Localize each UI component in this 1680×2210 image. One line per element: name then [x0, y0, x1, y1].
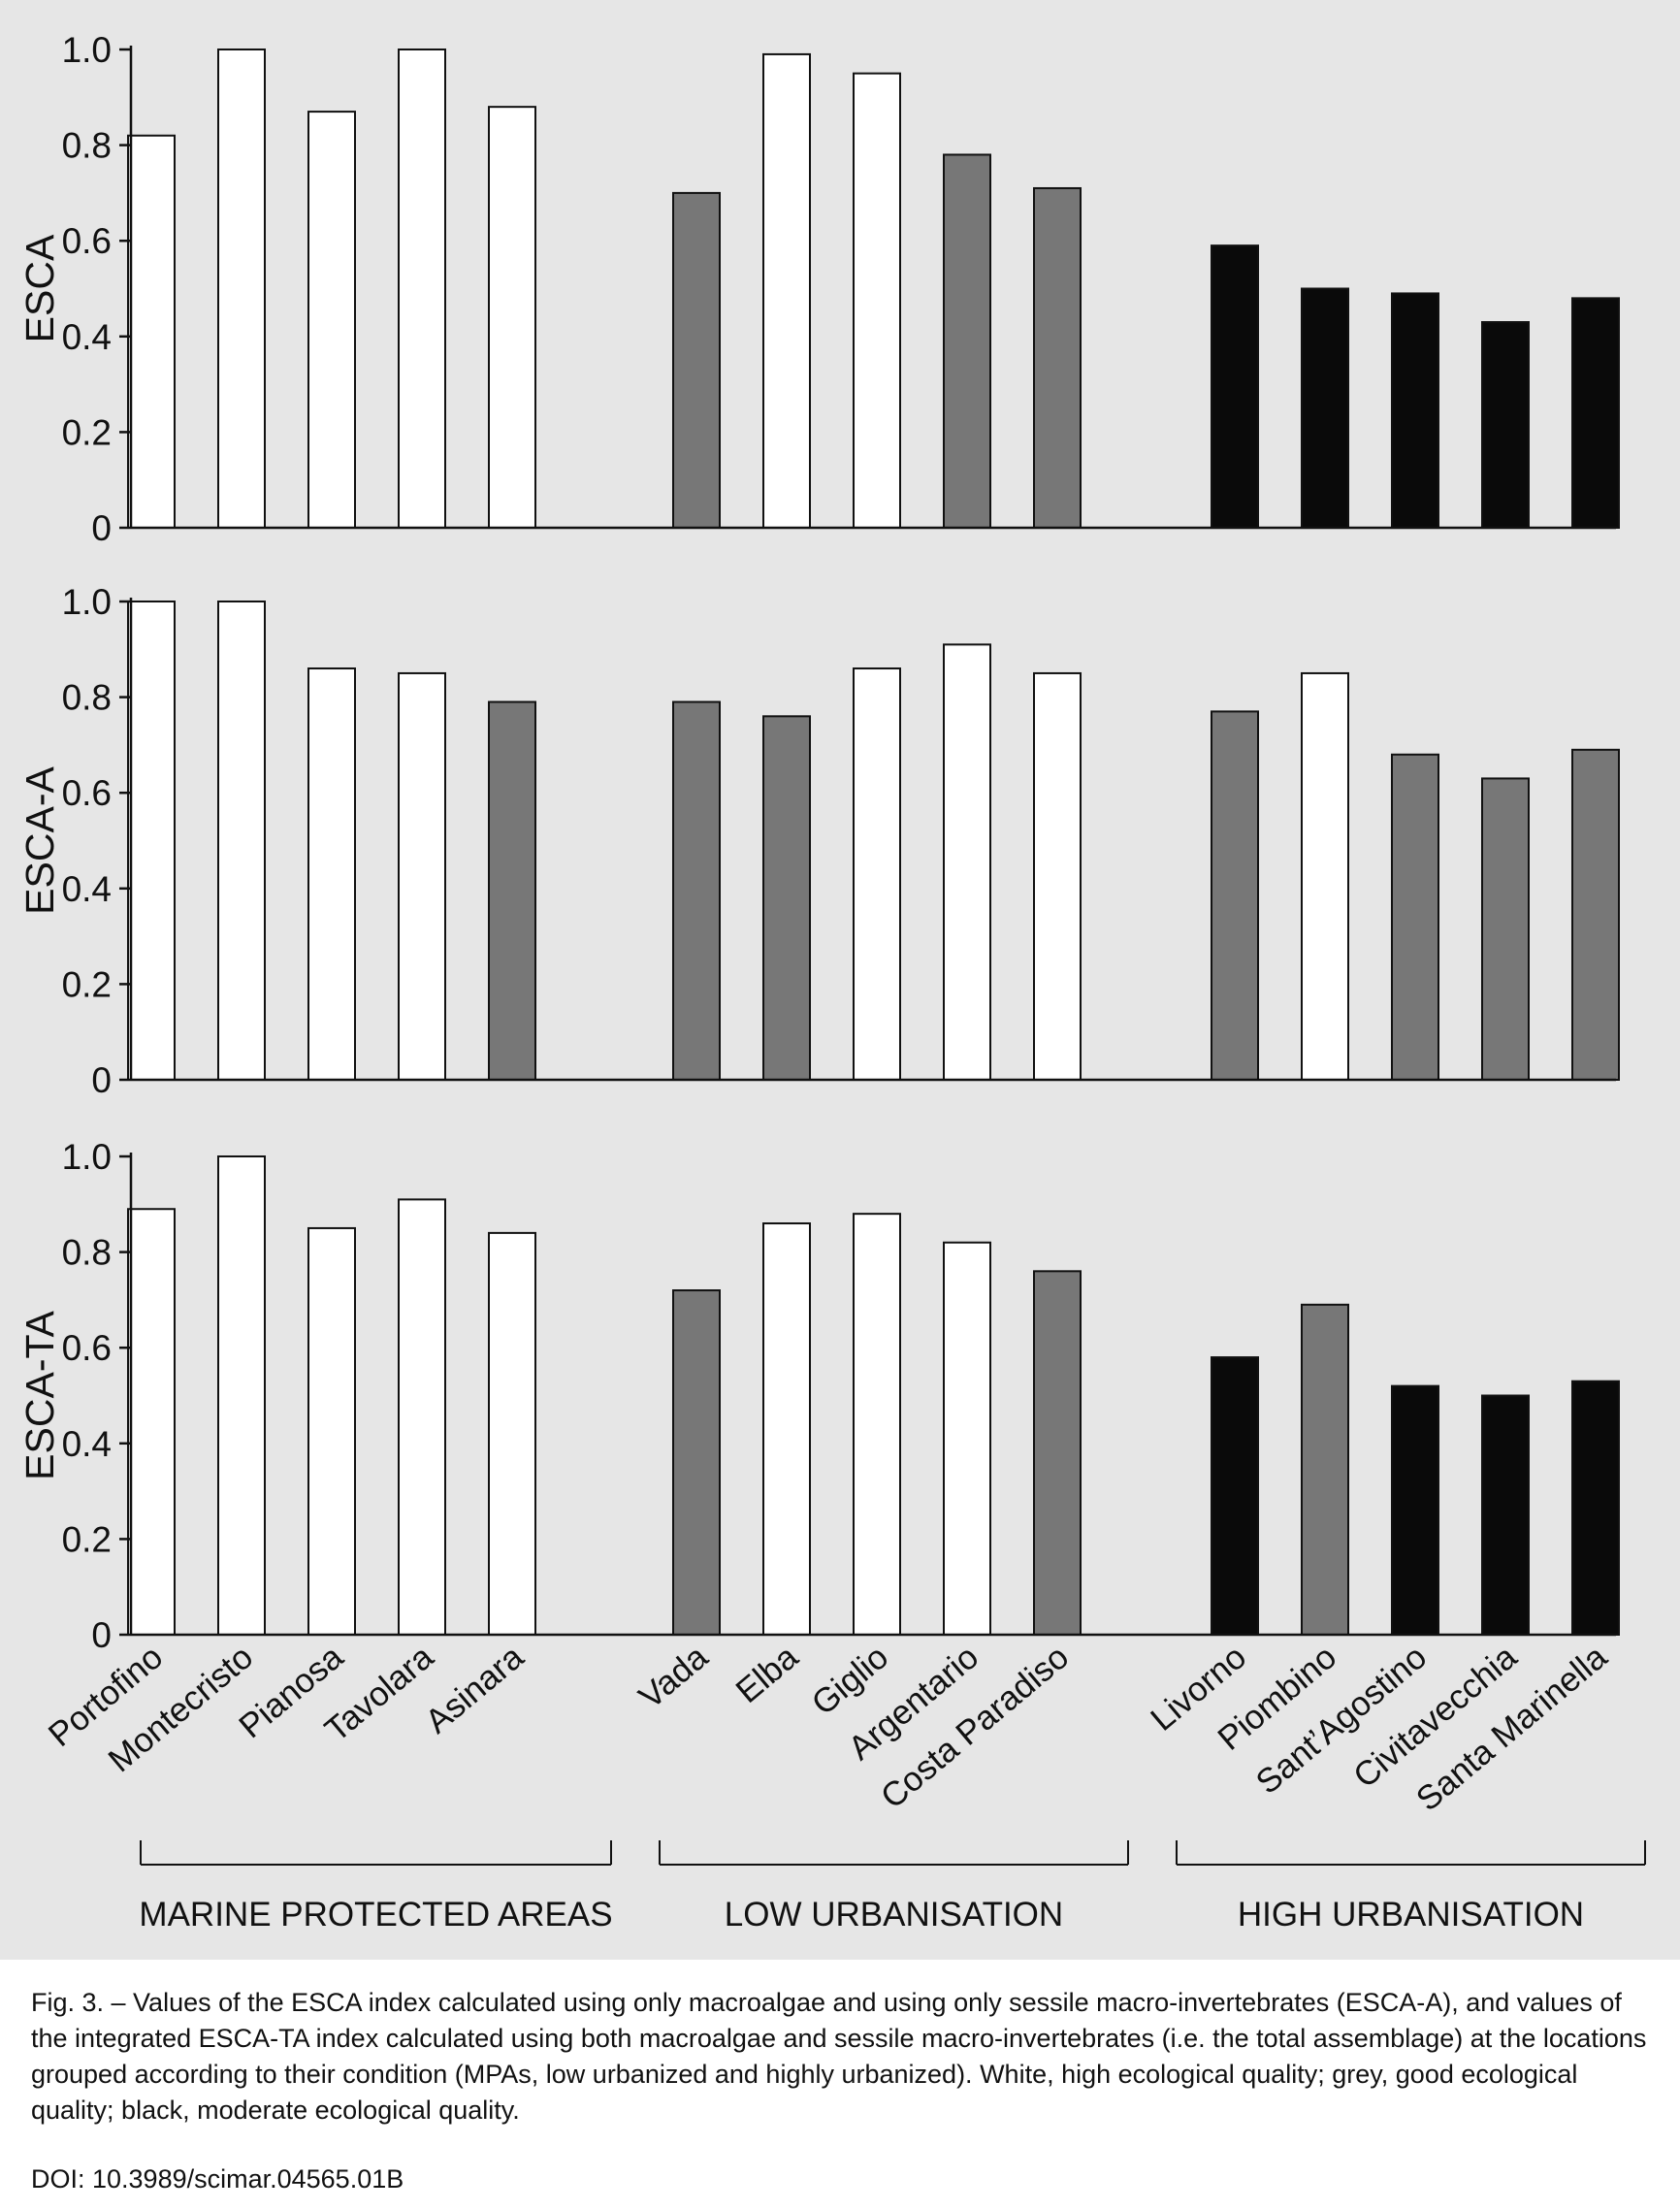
y-tick-label: 0.2: [62, 1519, 112, 1559]
bar-esca-1: [127, 134, 176, 530]
y-tick-label: 1.0: [62, 30, 112, 70]
bar-esca-ta-2: [217, 1155, 266, 1636]
figure-caption: Fig. 3. – Values of the ESCA index calcu…: [31, 1988, 1647, 2125]
caption-box: Fig. 3. – Values of the ESCA index calcu…: [0, 1960, 1680, 2210]
bar-esca-a-1: [127, 601, 176, 1081]
group-label: LOW URBANISATION: [725, 1896, 1063, 1934]
y-tick-label: 0.8: [62, 1233, 112, 1273]
y-tick-label: 0.4: [62, 317, 112, 357]
y-tick-label: 0.6: [62, 221, 112, 261]
bar-esca-a-5: [488, 700, 536, 1082]
bar-esca-ta-9: [943, 1241, 991, 1636]
y-axis-label: ESCA-TA: [17, 1311, 62, 1480]
y-tick-label: 0: [91, 1060, 112, 1100]
bar-esca-a-2: [217, 601, 266, 1081]
bar-chart: 0 0.2 0.4 0.6 0.8 1.0 ESCA 0 0.2 0.4 0.6 0.8 1.0 ESCA…: [17, 30, 1646, 1934]
y-tick-label: 1.0: [62, 1137, 112, 1177]
bar-esca-10: [1033, 186, 1082, 529]
bar-esca-ta-5: [488, 1231, 536, 1636]
bar-esca-ta-1: [127, 1208, 176, 1636]
bar-esca-a-3: [307, 667, 356, 1082]
bar-esca-ta-14: [1481, 1394, 1530, 1636]
group-1: MARINE PROTECTED AREAS: [139, 1840, 613, 1934]
bar-esca-ta-7: [762, 1222, 811, 1637]
bar-esca-a-4: [398, 671, 446, 1081]
bar-esca-8: [853, 72, 901, 530]
bar-esca-4: [398, 49, 446, 529]
bar-esca-a-12: [1301, 671, 1349, 1081]
category-label: Vada: [631, 1638, 715, 1716]
bar-esca-a-15: [1571, 748, 1620, 1082]
y-tick-label: 0.6: [62, 1328, 112, 1368]
y-axis-label: ESCA: [17, 234, 62, 342]
bar-esca-ta-8: [853, 1213, 901, 1637]
y-tick-label: 0.8: [62, 126, 112, 166]
bar-esca-11: [1211, 244, 1259, 529]
bar-esca-15: [1571, 297, 1620, 529]
y-tick-label: 0.6: [62, 773, 112, 813]
category-label: Elba: [728, 1638, 805, 1710]
bar-esca-a-8: [853, 667, 901, 1082]
panel-esca-a: 0 0.2 0.4 0.6 0.8 1.0 ESCA-A: [17, 582, 1620, 1100]
y-tick-label: 0.2: [62, 412, 112, 452]
bar-esca-12: [1301, 287, 1349, 529]
bar-esca-ta-3: [307, 1226, 356, 1636]
bar-esca-a-9: [943, 643, 991, 1081]
bar-esca-ta-15: [1571, 1380, 1620, 1636]
group-label: MARINE PROTECTED AREAS: [139, 1896, 612, 1934]
bar-esca-3: [307, 111, 356, 529]
bar-esca-ta-6: [672, 1289, 721, 1637]
bar-esca-a-6: [672, 700, 721, 1082]
y-tick-label: 0: [91, 1615, 112, 1655]
bar-esca-a-11: [1211, 710, 1259, 1081]
bar-esca-7: [762, 52, 811, 530]
doi-text: DOI: 10.3989/scimar.04565.01B: [31, 2164, 404, 2194]
y-tick-label: 0.4: [62, 869, 112, 909]
bar-esca-ta-11: [1211, 1356, 1259, 1637]
y-tick-label: 0.4: [62, 1424, 112, 1464]
y-tick-label: 1.0: [62, 582, 112, 622]
bar-esca-ta-13: [1391, 1384, 1439, 1636]
group-label: HIGH URBANISATION: [1238, 1896, 1584, 1934]
bar-esca-ta-10: [1033, 1270, 1082, 1636]
panel-esca: 0 0.2 0.4 0.6 0.8 1.0 ESCA: [17, 30, 1620, 548]
bar-esca-ta-12: [1301, 1303, 1349, 1636]
group-2: LOW URBANISATION: [659, 1840, 1129, 1934]
figure: 0 0.2 0.4 0.6 0.8 1.0 ESCA 0 0.2 0.4 0.6 0.8 1.0 ESCA…: [17, 30, 1646, 1934]
bar-esca-2: [217, 49, 266, 529]
panel-esca-ta: 0 0.2 0.4 0.6 0.8 1.0 ESCA-TA: [17, 1137, 1620, 1655]
bar-esca-a-13: [1391, 753, 1439, 1081]
bar-esca-ta-4: [398, 1198, 446, 1636]
y-tick-label: 0: [91, 508, 112, 548]
y-axis-label: ESCA-A: [17, 766, 62, 915]
category-label: Asinara: [418, 1638, 531, 1741]
y-tick-label: 0.8: [62, 678, 112, 718]
group-3: HIGH URBANISATION: [1176, 1840, 1646, 1934]
bar-esca-a-14: [1481, 777, 1530, 1081]
bar-esca-9: [943, 153, 991, 530]
bar-esca-14: [1481, 321, 1530, 530]
bar-esca-5: [488, 106, 536, 529]
y-tick-label: 0.2: [62, 964, 112, 1004]
bar-esca-13: [1391, 292, 1439, 529]
bar-esca-a-10: [1033, 671, 1082, 1081]
bar-esca-6: [672, 191, 721, 529]
bar-esca-a-7: [762, 715, 811, 1081]
